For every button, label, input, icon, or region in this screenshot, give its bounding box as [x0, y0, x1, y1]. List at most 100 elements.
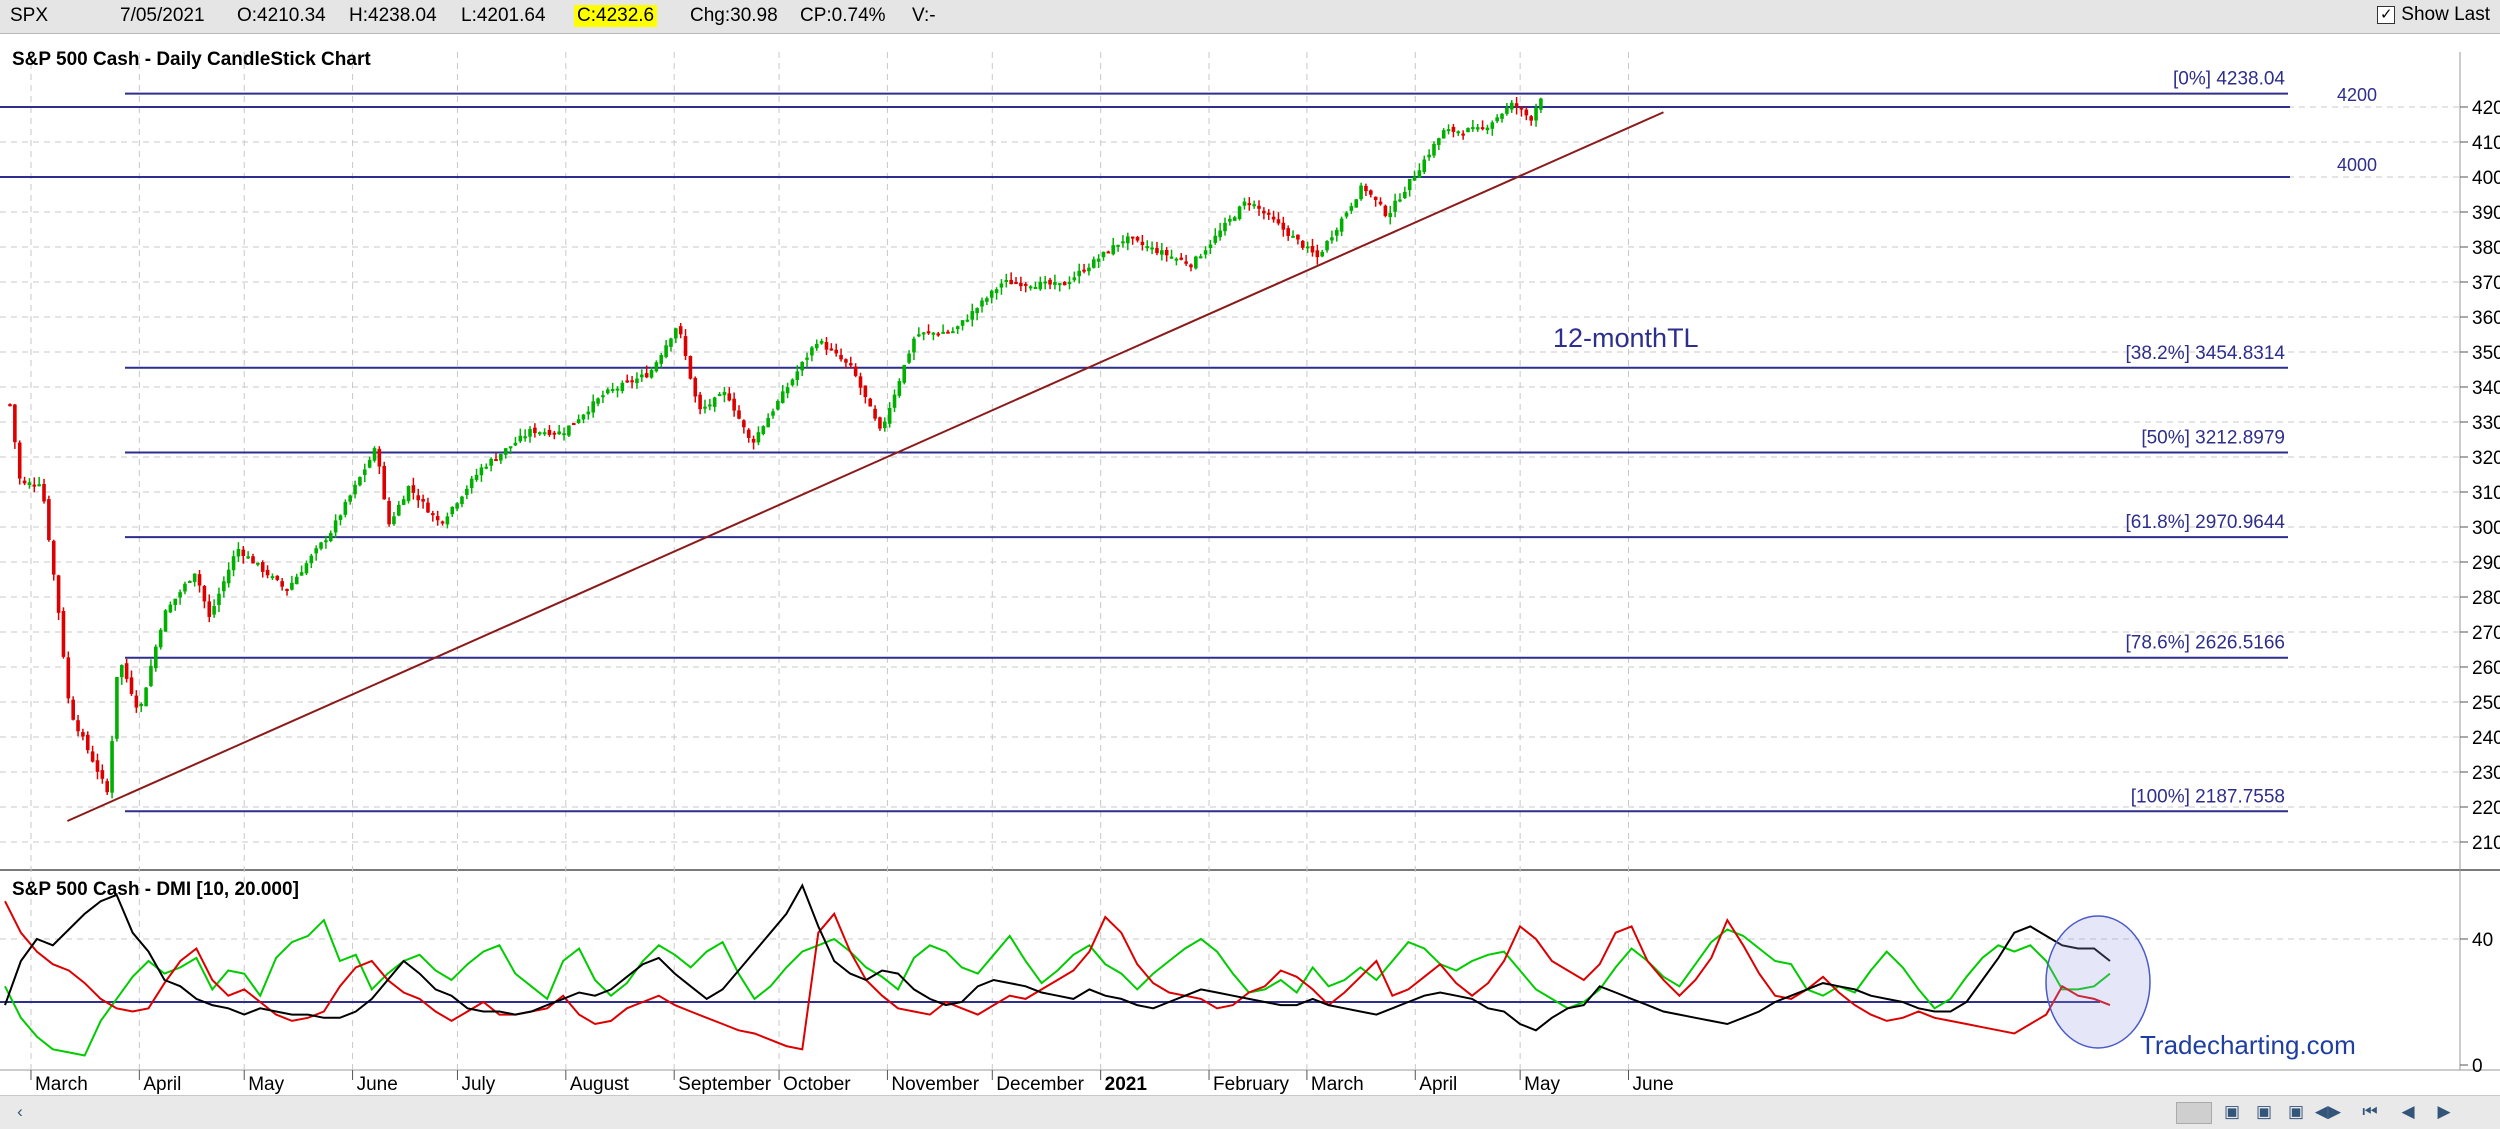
- candle-body: [226, 569, 231, 584]
- candle-body: [217, 593, 221, 606]
- candle-body: [576, 419, 581, 423]
- level-label: 4200: [2337, 85, 2377, 105]
- month-label: March: [35, 1074, 88, 1095]
- candle-body: [946, 331, 950, 334]
- candle-body: [499, 453, 503, 461]
- candle-body: [640, 374, 644, 378]
- last-icon[interactable]: ⏮: [2362, 1102, 2378, 1121]
- candle-body: [212, 606, 216, 615]
- candle-body: [270, 576, 275, 579]
- candle-body: [955, 326, 960, 330]
- candle-body: [465, 488, 469, 496]
- candle-body: [1529, 116, 1533, 121]
- show-last-toggle[interactable]: ✓ Show Last: [2377, 4, 2490, 26]
- candle-body: [659, 355, 664, 364]
- candle-body: [1174, 258, 1179, 261]
- price-tick-label: 4200.000: [2472, 98, 2500, 119]
- scrollbar-thumb[interactable]: [2176, 1102, 2212, 1124]
- candle-body: [1378, 201, 1383, 205]
- candle-body: [1407, 178, 1412, 191]
- candle-body: [620, 382, 625, 392]
- candle-body: [1480, 127, 1485, 130]
- candle-body: [1466, 128, 1470, 133]
- fib-level-label: [78.6%] 2626.5166: [2125, 633, 2285, 654]
- candle-body: [460, 496, 464, 505]
- candle-body: [921, 332, 926, 335]
- candle-body: [1262, 210, 1266, 214]
- month-label: August: [570, 1074, 630, 1095]
- candle-body: [1232, 217, 1237, 221]
- candle-body: [406, 486, 411, 502]
- candle-body: [1237, 206, 1242, 220]
- candle-body: [810, 347, 814, 356]
- candle-body: [144, 687, 148, 707]
- prev-icon[interactable]: ◀: [2401, 1102, 2415, 1121]
- candle-body: [727, 393, 732, 401]
- candle-body: [387, 501, 391, 525]
- candle-body: [445, 516, 450, 525]
- watermark: Tradecharting.com: [2140, 1030, 2356, 1060]
- candle-body: [1145, 246, 1150, 249]
- candle-body: [47, 499, 51, 541]
- candle-body: [139, 703, 144, 706]
- candle-body: [17, 442, 22, 479]
- candle-body: [1126, 236, 1130, 244]
- candle-body: [1475, 127, 1480, 130]
- candle-body: [124, 663, 129, 679]
- candle-body: [32, 484, 37, 487]
- candle-body: [236, 549, 241, 557]
- price-tick-label: 3400.000: [2472, 378, 2500, 399]
- candle-body: [246, 556, 250, 559]
- first-icon[interactable]: ◀▶: [2314, 1102, 2342, 1121]
- candle-body: [994, 289, 999, 294]
- candle-body: [1325, 240, 1329, 251]
- candle-body: [280, 581, 284, 587]
- candle-body: [1242, 201, 1247, 206]
- candle-body: [168, 604, 173, 613]
- zoom-out-icon[interactable]: ▣: [2255, 1102, 2273, 1121]
- candle-body: [868, 398, 873, 407]
- candle-body: [732, 398, 736, 411]
- candle-body: [319, 542, 323, 549]
- candle-body: [897, 381, 902, 396]
- zoom-in-icon[interactable]: ▣: [2223, 1102, 2241, 1121]
- fit-icon[interactable]: ▣: [2287, 1102, 2305, 1121]
- horizontal-scrollbar[interactable]: ‹ ▣ ▣ ▣ ◀▶ ⏮ ◀ ▶: [0, 1095, 2500, 1129]
- candle-body: [800, 361, 804, 371]
- price-tick-label: 4100.000: [2472, 133, 2500, 154]
- candle-body: [22, 480, 27, 484]
- candle-body: [426, 502, 430, 513]
- candle-body: [518, 435, 523, 442]
- candle-body: [348, 495, 352, 502]
- quote-info-bar: SPX 7/05/2021 O:4210.34 H:4238.04 L:4201…: [0, 0, 2500, 34]
- candle-body: [222, 581, 226, 592]
- candle-body: [839, 354, 843, 360]
- chart-area[interactable]: March April May June July August September Octo…: [0, 33, 2500, 1095]
- candle-body: [149, 665, 153, 686]
- candle-body: [1427, 154, 1431, 158]
- show-last-checkbox[interactable]: ✓: [2377, 6, 2396, 24]
- candle-body: [1179, 257, 1184, 260]
- grid: March April May June July August September Octo…: [0, 52, 2500, 1095]
- scroll-left-icon[interactable]: ‹: [17, 1102, 23, 1121]
- candle-body: [683, 336, 688, 356]
- candle-body: [1038, 281, 1043, 290]
- candle-body: [1456, 131, 1461, 134]
- candle-body: [1509, 102, 1514, 110]
- candle-body: [343, 501, 348, 515]
- candle-body: [1514, 103, 1519, 107]
- candle-body: [1082, 269, 1086, 272]
- candle-body: [1417, 170, 1422, 178]
- trendline: [66, 111, 1664, 822]
- candle-body: [1043, 281, 1047, 284]
- candle-body: [503, 448, 508, 455]
- candle-body: [917, 334, 921, 337]
- candle-body: [664, 345, 668, 357]
- candle-body: [1500, 113, 1504, 119]
- candle-body: [562, 433, 566, 436]
- candle-body: [61, 610, 66, 657]
- candle-body: [630, 380, 634, 383]
- price-tick-label: 4000.000: [2472, 168, 2500, 189]
- next-icon[interactable]: ▶: [2437, 1102, 2451, 1121]
- dmi-chart-title: S&P 500 Cash - DMI [10, 20.000]: [12, 879, 299, 900]
